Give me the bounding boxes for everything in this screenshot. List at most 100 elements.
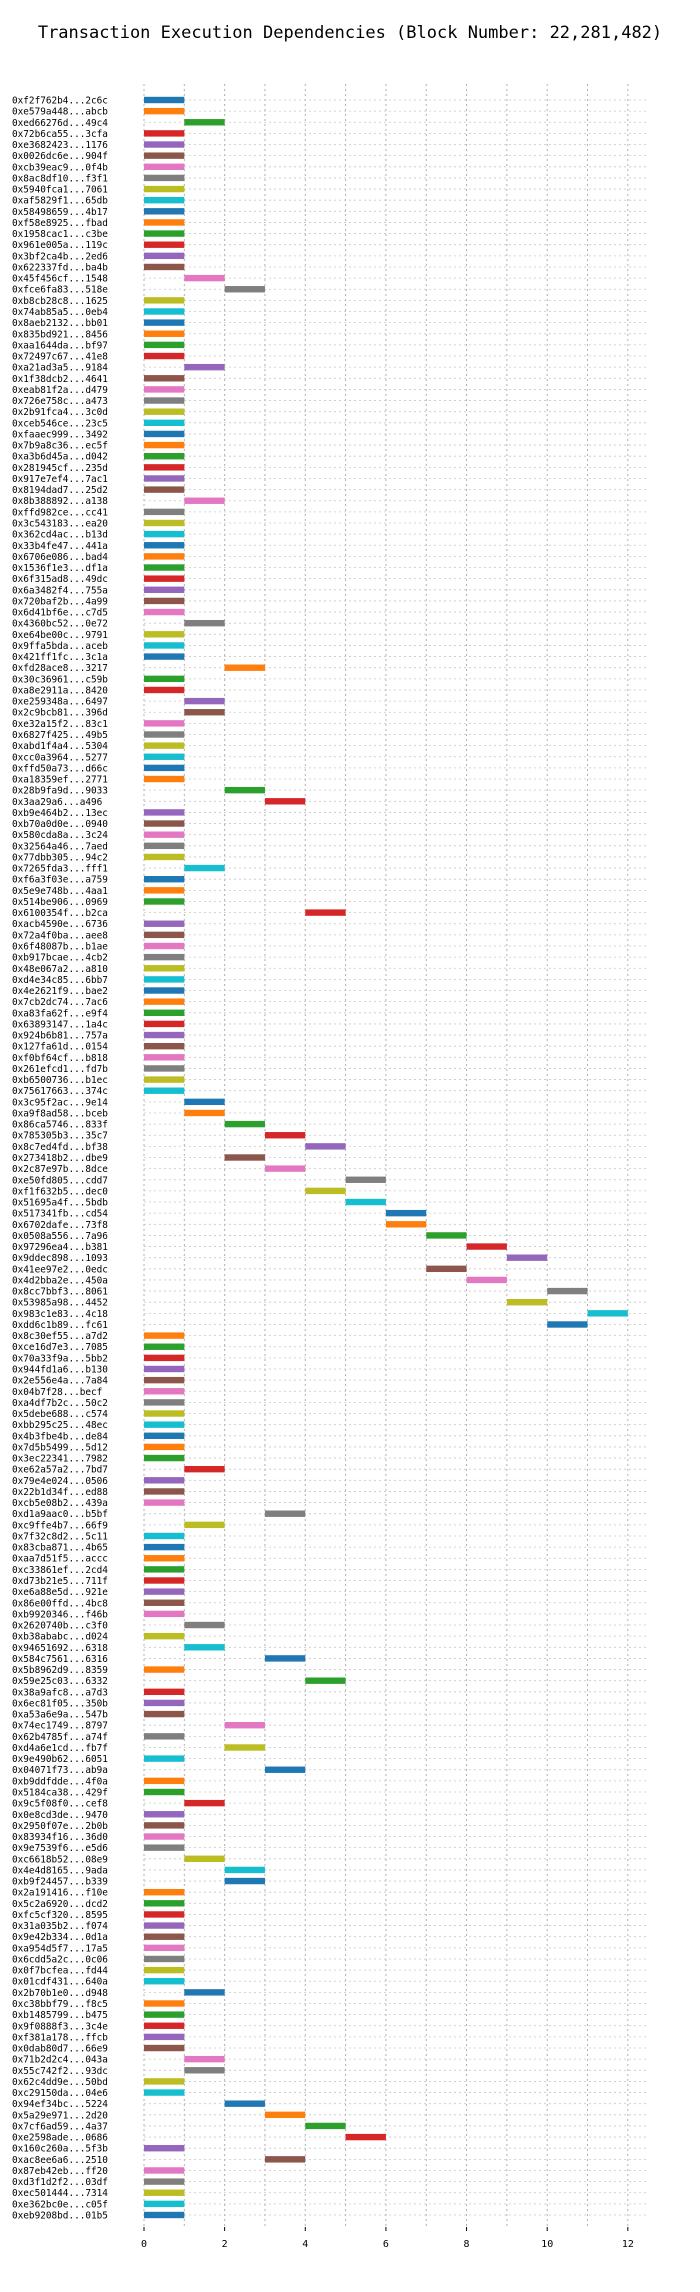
transaction-label: 0xa21ad3a5...9184 (12, 363, 108, 374)
execution-bar (345, 1198, 386, 1206)
transaction-label: 0xcc0a3964...5277 (12, 752, 108, 763)
transaction-label: 0x48e067a2...a810 (12, 964, 108, 975)
execution-bar (144, 2000, 185, 2007)
transaction-label: 0x55c742f2...93dc (12, 2066, 108, 2077)
transaction-label: 0x6ec81f05...350b (12, 1698, 108, 1709)
execution-bar (144, 1388, 185, 1395)
transaction-label: 0xacb4590e...6736 (12, 919, 108, 930)
transaction-label: 0xb6500736...b1ec (12, 1075, 108, 1086)
execution-bar (144, 1443, 185, 1451)
execution-bar (144, 820, 185, 827)
transaction-label: 0x04b7f28...becf (12, 1387, 102, 1398)
execution-bar (144, 1365, 185, 1373)
execution-bar (144, 1543, 185, 1551)
transaction-label: 0x5184ca38...429f (12, 1788, 108, 1799)
transaction-label: 0xaa1644da...bf97 (12, 340, 108, 351)
transaction-label: 0x4e4d8165...9ada (12, 1865, 108, 1876)
execution-bar (144, 219, 185, 226)
execution-bar (144, 675, 185, 683)
bar-series (144, 96, 628, 2219)
execution-bar (144, 1577, 185, 1584)
execution-bar (144, 2211, 185, 2219)
execution-bar (264, 1165, 306, 1172)
transaction-label: 0x6706e086...bad4 (12, 552, 108, 563)
execution-bar (144, 1944, 185, 1952)
transaction-label: 0x9ddec898...1093 (12, 1253, 108, 1264)
transaction-label: 0xb1485799...b475 (12, 2010, 108, 2021)
execution-bar (144, 1454, 185, 1462)
transaction-label: 0xac8ee6a6...2510 (12, 2155, 108, 2166)
execution-bar (184, 497, 225, 504)
transaction-label: 0xfaaec999...3492 (12, 429, 108, 440)
execution-bar (144, 1844, 185, 1851)
execution-bar (144, 263, 185, 271)
execution-bar (144, 386, 185, 393)
execution-bar (184, 709, 225, 716)
execution-bar (144, 1054, 185, 1061)
transaction-label: 0x04071f73...ab9a (12, 1765, 108, 1776)
execution-bar (264, 2156, 306, 2163)
transaction-label: 0x5c2a6920...dcd2 (12, 1899, 108, 1910)
execution-bar (224, 1154, 265, 1161)
transaction-label: 0x4b3fbe4b...de84 (12, 1431, 108, 1442)
execution-bar (144, 1343, 185, 1350)
transaction-label: 0x51695a4f...5bdb (12, 1198, 108, 1209)
transaction-label: 0xb38ababc...d024 (12, 1632, 108, 1643)
transaction-label: 0x421ff1fc...3c1a (12, 652, 108, 663)
transaction-label: 0x74ab85a5...0eb4 (12, 307, 108, 318)
transaction-label: 0xd4a6e1cd...fb7f (12, 1743, 108, 1754)
execution-bar (264, 1655, 306, 1662)
x-tick-label: 6 (383, 2239, 389, 2250)
transaction-label: 0x6f315ad8...49dc (12, 574, 108, 585)
execution-bar (184, 1465, 225, 1473)
execution-bar (184, 1521, 225, 1529)
transaction-label: 0x1536f1e3...df1a (12, 563, 108, 574)
execution-bar (184, 864, 225, 872)
transaction-label: 0xe3682423...1176 (12, 140, 108, 151)
transaction-label: 0xf6a3f03e...a759 (12, 875, 108, 886)
transaction-label: 0xec501444...7314 (12, 2188, 108, 2199)
transaction-label: 0xabd1f4a4...5304 (12, 741, 108, 752)
execution-bar (144, 308, 185, 315)
execution-bar (144, 753, 185, 760)
execution-bar (144, 853, 185, 861)
transaction-label: 0xe50fd805...cdd7 (12, 1175, 108, 1186)
execution-bar (426, 1232, 467, 1239)
execution-bar (184, 697, 225, 705)
transaction-label: 0x9e490b62...6051 (12, 1754, 108, 1765)
execution-bar (144, 720, 185, 727)
transaction-label: 0x160c260a...5f3b (12, 2144, 108, 2155)
execution-bar (184, 119, 225, 126)
execution-bar (144, 1777, 185, 1785)
transaction-label: 0xc6618b52...08e9 (12, 1854, 108, 1865)
execution-bar (144, 1566, 185, 1573)
execution-bar (144, 1499, 185, 1506)
transaction-label: 0x6827f425...49b5 (12, 730, 108, 741)
execution-bar (144, 876, 185, 883)
execution-bar (144, 2200, 185, 2208)
transaction-label: 0x362cd4ac...b13d (12, 530, 108, 541)
transaction-label: 0x97296ea4...b381 (12, 1242, 108, 1253)
execution-bar (144, 575, 185, 582)
transaction-label: 0xa53a6e9a...547b (12, 1710, 108, 1721)
execution-bar (144, 842, 185, 850)
execution-bar (184, 619, 225, 627)
execution-bar (144, 2033, 185, 2041)
execution-bar (144, 2078, 185, 2085)
transaction-label: 0x41ee97e2...0edc (12, 1264, 108, 1275)
x-tick-label: 4 (302, 2239, 308, 2250)
execution-bar (144, 775, 185, 783)
execution-bar (224, 1866, 265, 1874)
transaction-label: 0xfce6fa83...518e (12, 285, 108, 296)
execution-bar (144, 1710, 185, 1718)
execution-bar (184, 1855, 225, 1862)
transaction-label: 0xe362bc0e...c05f (12, 2199, 108, 2210)
transaction-label: 0x2b91fca4...3c0d (12, 407, 108, 418)
transaction-label: 0x5b8962d9...8359 (12, 1665, 108, 1676)
execution-bar (305, 909, 346, 916)
execution-bar (305, 1677, 346, 1684)
execution-bar (144, 942, 185, 950)
execution-bar (184, 274, 225, 282)
transaction-label: 0xce16d7e3...7085 (12, 1342, 108, 1353)
